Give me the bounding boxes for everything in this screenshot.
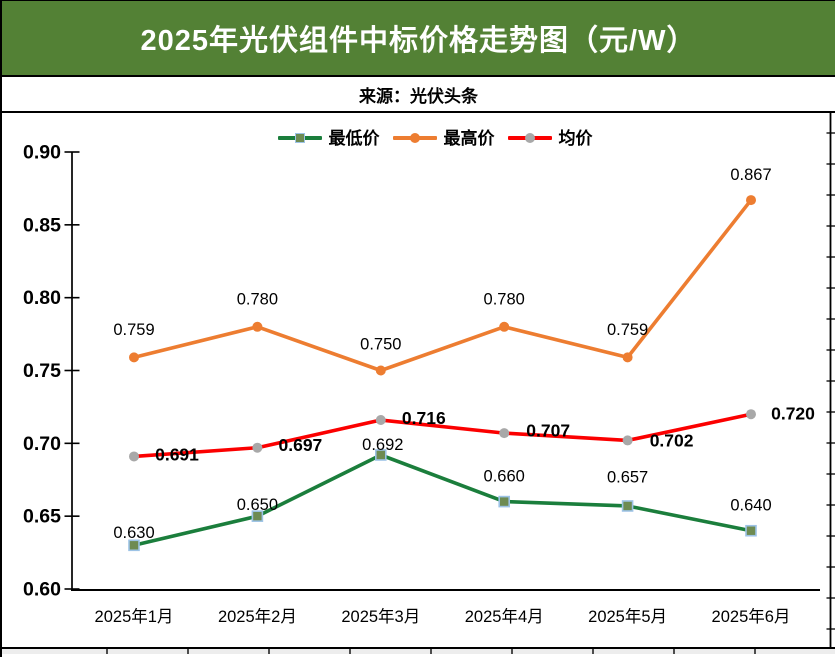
min-price-square-marker-icon <box>294 133 305 143</box>
table-cell-divider <box>511 649 513 654</box>
min-price-series-data-label: 0.650 <box>237 496 278 514</box>
min-price-series-point <box>128 539 140 552</box>
legend-item-avg-price: 均价 <box>507 128 593 148</box>
min-price-series-point <box>498 495 511 508</box>
table-cell-divider <box>430 649 432 654</box>
table-cell-divider <box>592 649 594 654</box>
max-price-series-data-label: 0.867 <box>730 166 771 184</box>
page-title: 2025年光伏组件中标价格走势图（元/W） <box>140 25 697 57</box>
table-cell-divider <box>187 649 189 654</box>
min-price-series-data-label: 0.657 <box>607 469 648 487</box>
price-trend-chart: 0.90 0.85 0.80 0.75 0.70 0.65 0.60 2025年1月 2025年… <box>23 113 835 647</box>
max-price-series-point <box>622 352 633 363</box>
max-price-series-point <box>746 195 756 206</box>
x-tick-label: 2025年4月 <box>465 607 544 626</box>
avg-price-series-point <box>746 409 756 420</box>
x-tick-label: 2025年5月 <box>588 607 667 626</box>
source-bar: 来源：光伏头条 <box>2 77 835 113</box>
chart-area: 最低价 最高价 均价 0.90 0.85 0.80 0.75 0.70 0.65 0.60 2… <box>2 113 835 647</box>
max-price-series-data-label: 0.780 <box>237 291 278 309</box>
table-cell-divider <box>754 649 756 654</box>
avg-price-series-point <box>129 451 139 462</box>
min-price-series-point <box>745 524 757 537</box>
max-price-series-data-label: 0.759 <box>607 321 648 339</box>
legend-label-min-price: 最低价 <box>328 128 380 148</box>
min-price-series-data-label: 0.630 <box>113 524 154 542</box>
max-price-series-data-label: 0.780 <box>484 291 525 309</box>
avg-price-series-point <box>375 415 386 426</box>
max-price-series-point <box>499 321 510 332</box>
min-price-line-icon <box>277 133 322 143</box>
max-price-series-line <box>132 198 753 373</box>
table-cell-divider <box>349 649 351 654</box>
title-bar: 2025年光伏组件中标价格走势图（元/W） <box>2 1 835 77</box>
avg-price-series-data-label: 0.707 <box>526 420 570 440</box>
y-tick-label: 0.90 <box>23 142 61 164</box>
max-price-line-icon <box>392 133 437 143</box>
y-tick-label: 0.80 <box>23 287 61 309</box>
y-tick-label: 0.60 <box>23 579 61 601</box>
min-price-series-point <box>251 510 264 522</box>
table-top-strip <box>2 647 835 654</box>
avg-price-series-data-label: 0.716 <box>402 408 446 428</box>
table-cell-divider <box>268 649 270 654</box>
max-price-series-data-label: 0.750 <box>360 335 401 353</box>
max-price-series-point <box>252 321 263 332</box>
avg-price-series-point <box>622 435 633 446</box>
min-price-series-data-label: 0.660 <box>484 467 525 485</box>
avg-price-line-icon <box>507 133 552 143</box>
min-price-series-line <box>132 453 753 548</box>
avg-price-series-data-label: 0.697 <box>279 435 323 455</box>
max-price-series-point <box>129 352 139 363</box>
legend: 最低价 最高价 均价 <box>33 126 835 150</box>
y-tick-label: 0.65 <box>23 506 61 528</box>
table-cell-divider <box>106 649 108 654</box>
avg-price-series-point <box>499 428 510 439</box>
legend-label-avg-price: 均价 <box>558 128 593 148</box>
legend-item-min-price: 最低价 <box>277 128 380 148</box>
avg-price-series-point <box>252 442 263 453</box>
table-cell-divider <box>673 649 675 654</box>
x-tick-label: 2025年3月 <box>341 607 420 626</box>
legend-item-max-price: 最高价 <box>392 128 495 148</box>
avg-price-series-data-label: 0.720 <box>771 403 815 423</box>
min-price-series-data-label: 0.692 <box>362 436 403 454</box>
max-price-circle-marker-icon <box>409 133 420 143</box>
x-tick-label: 2025年1月 <box>95 607 174 626</box>
source-label: 来源：光伏头条 <box>359 86 478 106</box>
avg-price-series-data-label: 0.702 <box>650 431 694 451</box>
x-tick-label: 2025年2月 <box>218 607 297 626</box>
max-price-series-data-label: 0.759 <box>113 321 154 339</box>
min-price-series-point <box>374 449 387 461</box>
avg-price-series-line <box>132 412 753 459</box>
y-tick-label: 0.75 <box>23 360 61 382</box>
avg-price-series-data-label: 0.691 <box>155 445 199 465</box>
x-tick-label: 2025年6月 <box>712 607 791 626</box>
y-tick-label: 0.70 <box>23 433 61 455</box>
max-price-series-point <box>375 365 386 376</box>
legend-label-max-price: 最高价 <box>443 128 495 148</box>
min-price-series-data-label: 0.640 <box>730 497 771 515</box>
y-tick-label: 0.85 <box>23 214 61 236</box>
min-price-series-point <box>621 500 634 512</box>
avg-price-circle-marker-icon <box>524 133 535 143</box>
